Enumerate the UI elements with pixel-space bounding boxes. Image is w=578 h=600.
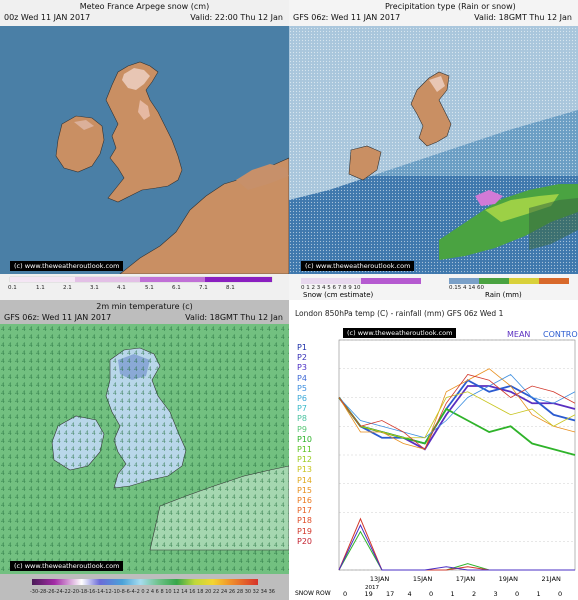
snow-area-scotland (122, 68, 150, 90)
colorbar-tick: 6.1 (172, 285, 181, 291)
temp-colorbar (32, 579, 258, 585)
run-label: 00z Wed 11 JAN 2017 (4, 13, 91, 22)
legend-member: P16 (297, 496, 313, 505)
great-britain (105, 61, 183, 203)
legend-member: P12 (297, 455, 313, 465)
legend-member: P17 (297, 506, 313, 516)
rain-line-p3 (338, 524, 575, 571)
valid-label: Valid: 22:00 Thu 12 Jan (190, 13, 283, 22)
great-britain (410, 71, 452, 147)
x-tick-label: 19JAN (498, 575, 519, 583)
panel-title: London 850hPa temp (C) - rainfall (mm) G… (295, 309, 504, 318)
precip-type-panel: Precipitation type (Rain or snow) GFS 06… (289, 0, 578, 300)
rain-legend-label: Rain (mm) (485, 291, 522, 299)
snow-row-value: 0 (429, 590, 434, 598)
chart-grid (339, 339, 575, 571)
snow-row-value: 1 (536, 590, 541, 598)
snow-row-value: 2 (472, 590, 477, 598)
snow-row-value: 0 (515, 590, 520, 598)
legend-member: P1 (297, 343, 307, 352)
precip-map (289, 26, 578, 300)
legend-member: P3 (297, 363, 307, 373)
ireland (55, 115, 105, 173)
snow-heavy-patch (475, 190, 503, 206)
series-line-p5 (338, 374, 576, 439)
control-label: CONTRO (543, 330, 578, 339)
continent-under-rain (529, 198, 578, 250)
legend-member: P8 (297, 414, 307, 424)
colorbar-tick: 3.1 (90, 285, 99, 291)
panel-title: 2m min temperature (c) (96, 302, 193, 311)
x-tick-label: 13JAN (369, 575, 390, 583)
legend-member: P7 (297, 404, 307, 414)
series-line-p13 (338, 391, 576, 439)
panel-title: Precipitation type (Rain or snow) (385, 2, 516, 11)
valid-label: Valid: 18GMT Thu 12 Jan (474, 13, 572, 22)
snow-tick-labels: 0 1 2 3 4 5 6 7 8 9 10 (301, 285, 361, 291)
snow-row-value: 17 (386, 590, 395, 598)
legend-member: P2 (297, 353, 307, 363)
rain-line-p19 (338, 517, 575, 571)
snow-row-value: 0 (558, 590, 563, 598)
x-tick-label: 15JAN (412, 575, 433, 583)
colorbar-tick: 5.1 (145, 285, 154, 291)
rain-tick-labels: 0.15 4 14 60 (449, 285, 484, 291)
ireland (348, 145, 382, 181)
snow-legend-label: Snow (cm estimate) (303, 291, 374, 299)
london-ensemble-panel: London 850hPa temp (C) - rainfall (mm) G… (289, 300, 578, 600)
x-tick-label: 17JAN (455, 575, 476, 583)
series-line-p19 (338, 374, 576, 450)
colorbar-tick: 4.1 (117, 285, 126, 291)
legend-member: P15 (297, 485, 313, 495)
run-label: GFS 06z: Wed 11 JAN 2017 (4, 313, 112, 322)
snow-area-ireland (74, 120, 94, 130)
snow-row-label: SNOW ROW (295, 590, 331, 597)
snow-row-value: 1 (450, 590, 455, 598)
year-label: 2017 (365, 585, 379, 591)
website-credit: (c) www.theweatheroutlook.com (343, 328, 457, 338)
netherlands-belgium (236, 164, 289, 190)
valid-label: Valid: 18GMT Thu 12 Jan (185, 313, 283, 322)
arpege-map (0, 26, 289, 300)
legend-member: P14 (297, 475, 313, 485)
legend-member: P6 (297, 394, 307, 403)
colorbar-tick: 0.1 (8, 285, 17, 291)
snow-row-value: 19 (364, 590, 373, 598)
website-credit: (c) www.theweatheroutlook.com (10, 561, 124, 571)
x-tick-label: 21JAN (541, 575, 561, 583)
snow-area-pennines (138, 100, 150, 120)
arpege-snow-panel: Meteo France Arpege snow (cm) 00z Wed 11… (0, 0, 289, 300)
legend-member: P20 (297, 536, 313, 546)
legend-member: P10 (297, 434, 313, 444)
legend-member: P19 (297, 526, 313, 536)
snow-row-value: 3 (493, 590, 498, 598)
colorbar-tick: 8.1 (226, 285, 235, 291)
ensemble-chart (338, 339, 576, 571)
series-line-contro (338, 379, 576, 445)
legend-member: P13 (297, 465, 313, 475)
website-credit: (c) www.theweatheroutlook.com (301, 261, 415, 271)
min-temp-map: 4 (0, 324, 289, 600)
min-temp-panel: 2m min temperature (c) GFS 06z: Wed 11 J… (0, 300, 289, 600)
colorbar-tick: 1.1 (36, 285, 45, 291)
colorbar-tick: 2.1 (63, 285, 72, 291)
series-line-p15 (338, 368, 576, 450)
panel-title: Meteo France Arpege snow (cm) (79, 2, 210, 11)
website-credit: (c) www.theweatheroutlook.com (10, 261, 124, 271)
colorbar-tick: 7.1 (199, 285, 208, 291)
legend-member: P5 (297, 383, 307, 393)
run-label: GFS 06z: Wed 11 JAN 2017 (293, 13, 401, 22)
temp-colorbar-ticks: -30-28-26-24-22-20-18-16-14-12-10-8-6-4-… (30, 589, 275, 595)
snow-row-value: 0 (343, 590, 348, 598)
snow-row-value: 4 (407, 590, 412, 598)
legend-member: P18 (297, 516, 313, 526)
legend-member: P9 (297, 424, 307, 434)
legend-member: P11 (297, 445, 313, 454)
legend-member: P4 (297, 373, 307, 383)
mean-label: MEAN (507, 330, 531, 339)
